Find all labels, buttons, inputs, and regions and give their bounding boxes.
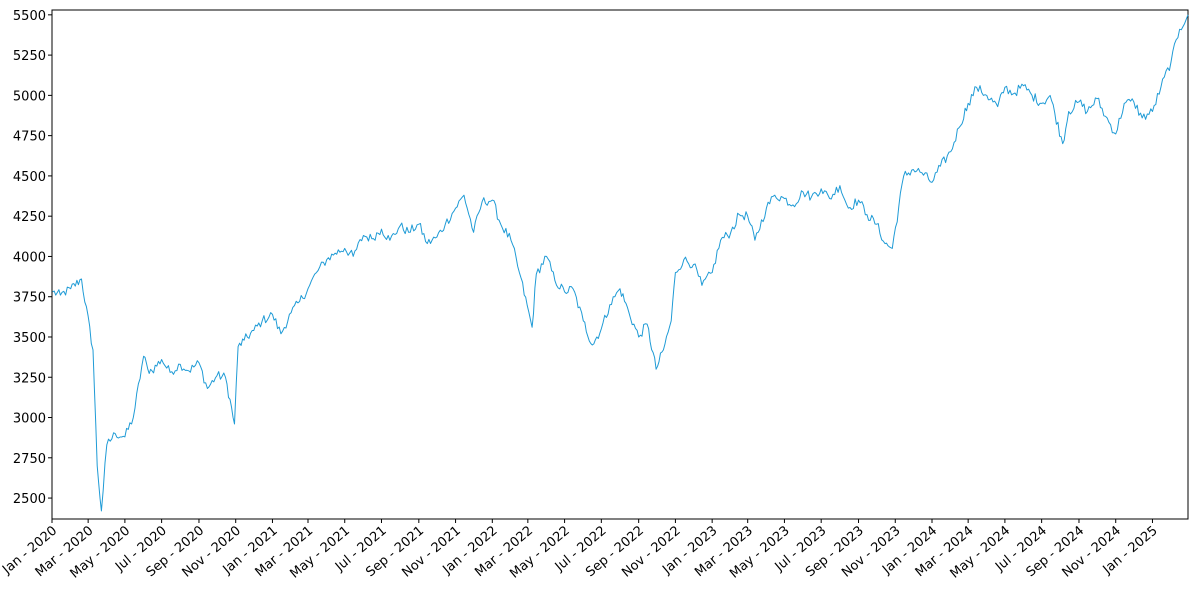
plot-area [51, 9, 1189, 520]
y-tick-label: 5500 [13, 9, 46, 24]
y-tick-label: 2750 [13, 452, 46, 467]
y-tick-label: 3000 [13, 412, 46, 427]
y-tick-label: 3250 [13, 371, 46, 386]
y-tick-label: 3750 [13, 291, 46, 306]
y-tick-label: 4750 [13, 130, 46, 145]
y-tick-label: 3500 [13, 331, 46, 346]
series-line [52, 14, 1189, 512]
y-tick-label: 4000 [13, 250, 46, 265]
y-axis: 2500 2750 3000 3250 3500 3750 4000 4250 4500 4750… [13, 9, 52, 507]
y-tick-label: 2500 [13, 492, 46, 507]
y-tick-label: 4500 [13, 170, 46, 185]
y-tick-label: 5000 [13, 89, 46, 104]
y-tick-label: 4250 [13, 210, 46, 225]
y-tick-label: 5250 [13, 49, 46, 64]
